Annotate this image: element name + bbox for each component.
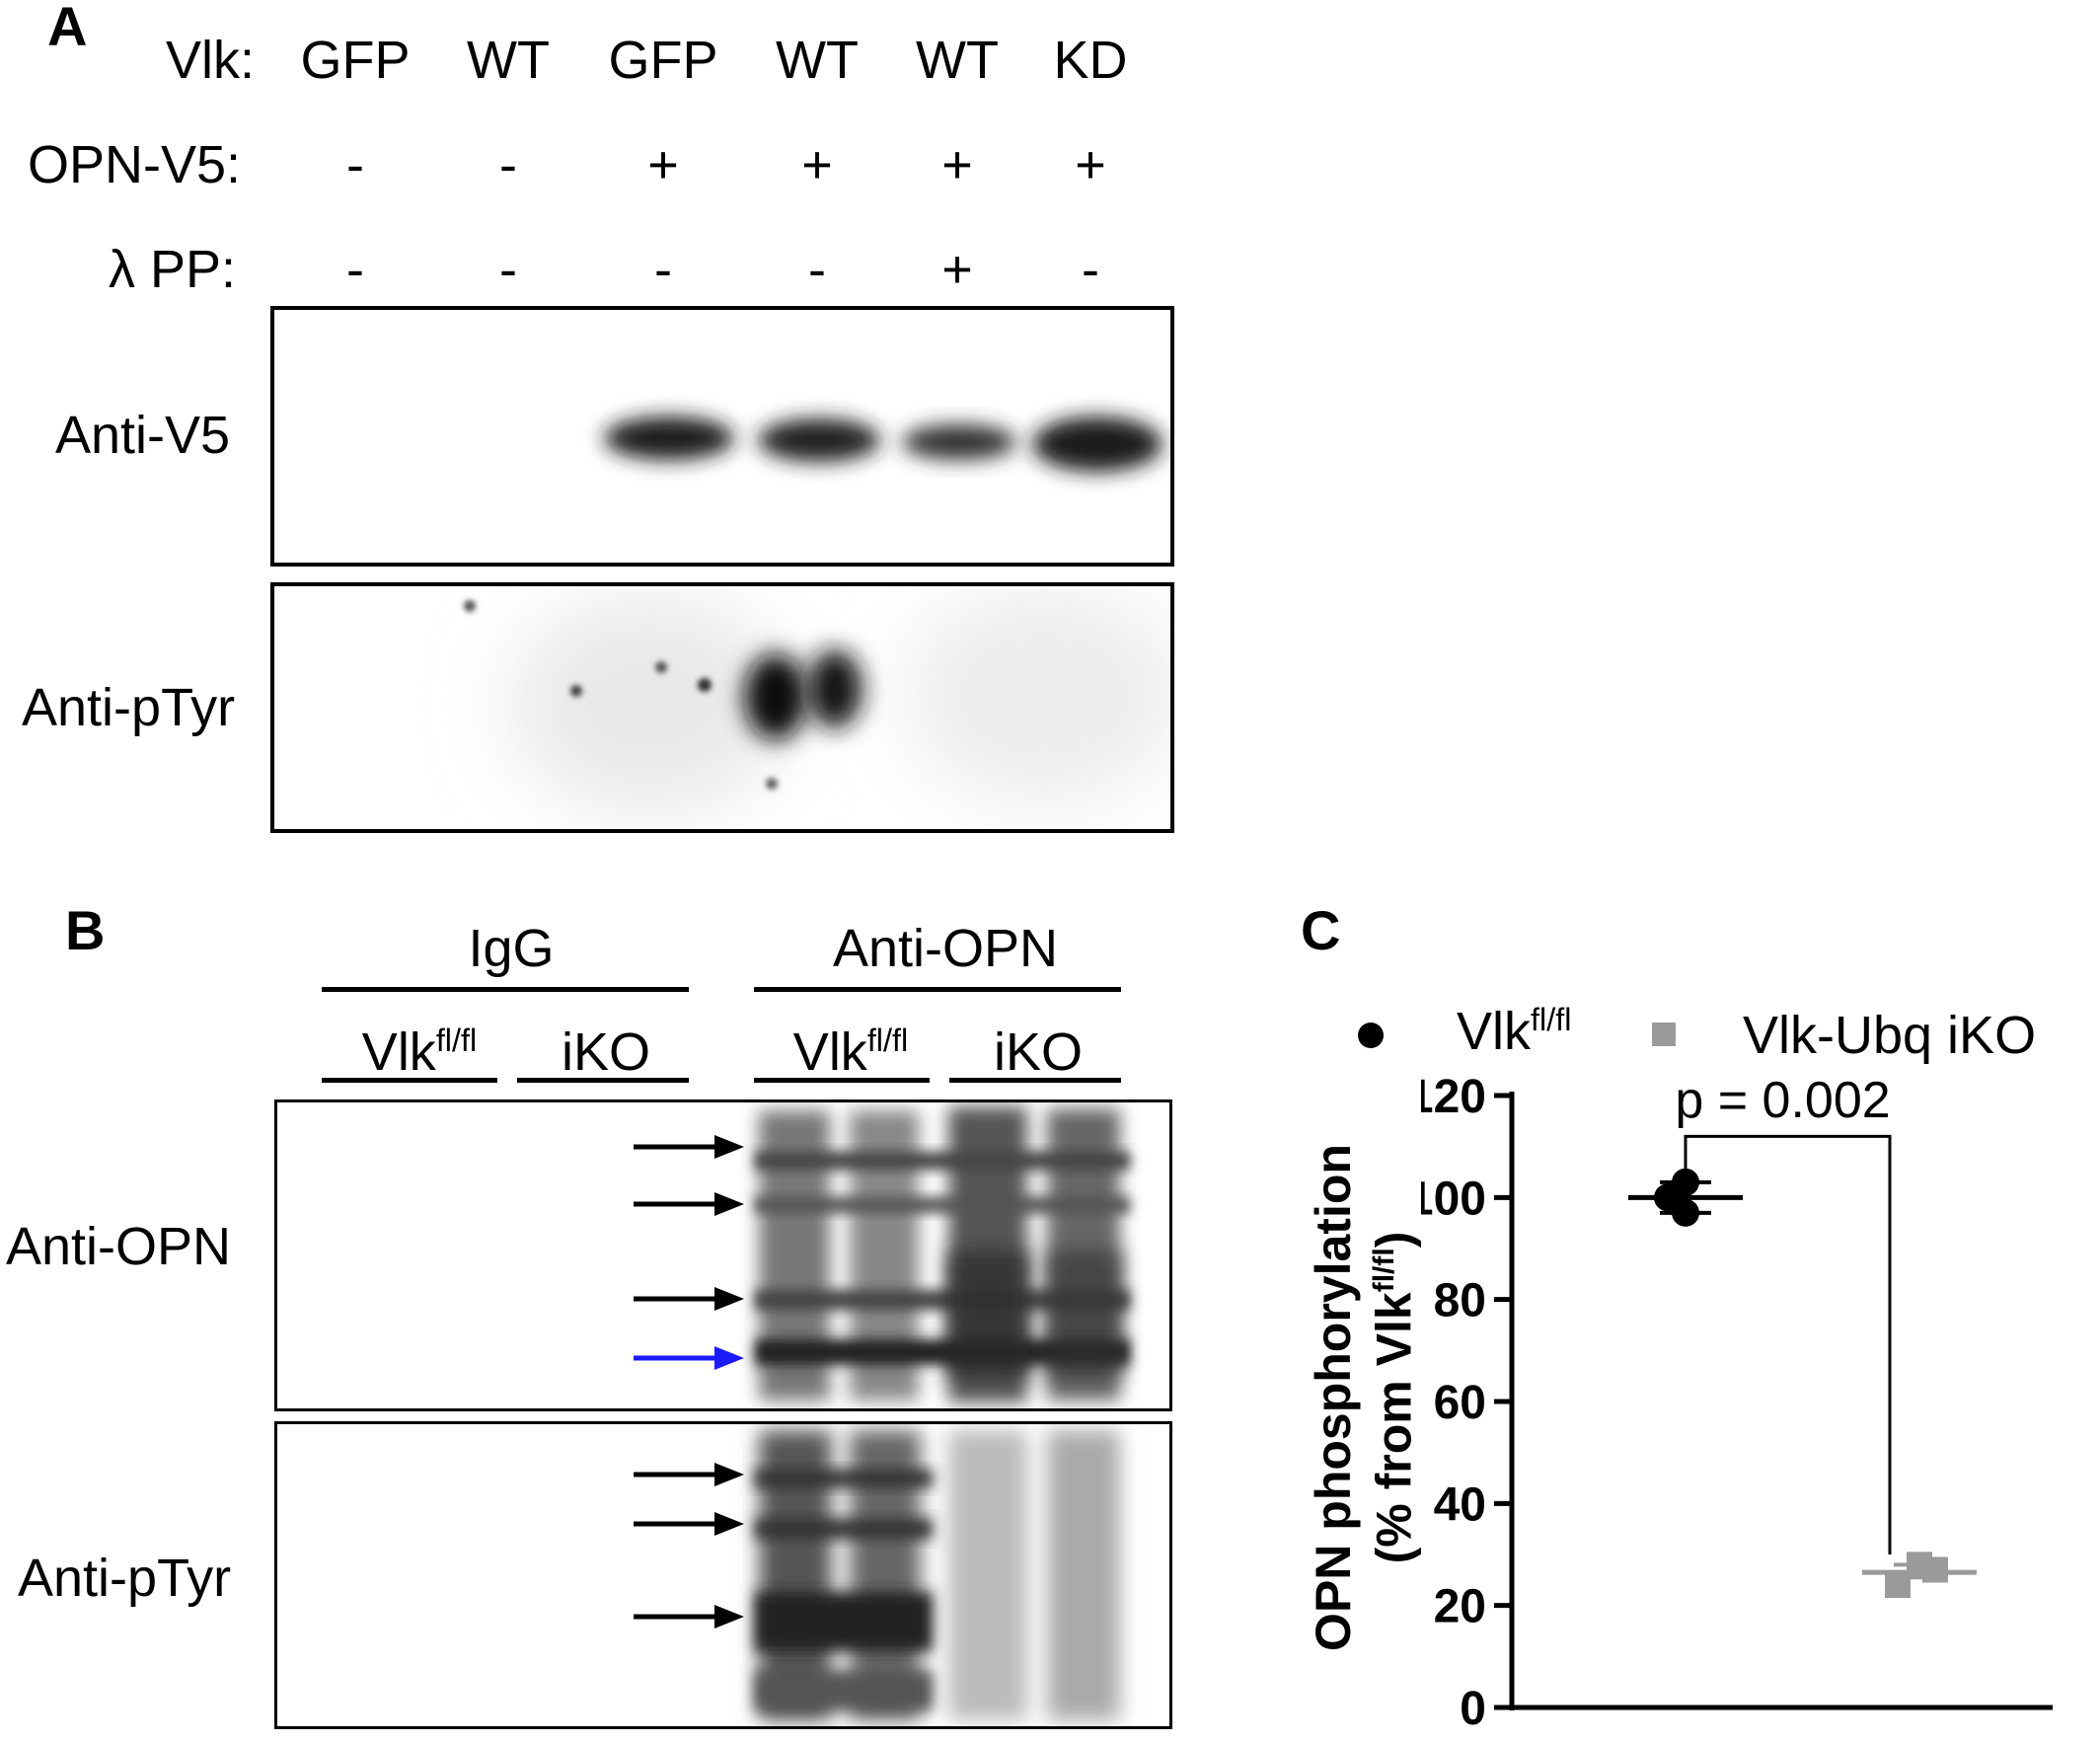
panel-a-letter: A	[47, 0, 88, 57]
band-arrows	[634, 1135, 744, 1629]
band-ptyr-lane4-left	[744, 653, 807, 740]
group-anti-opn-line	[754, 987, 1121, 992]
panel-b-letter: B	[65, 899, 106, 961]
opn-lane-2: -	[499, 135, 517, 194]
p-value-label: p = 0.002	[1675, 1072, 1890, 1129]
arrow-icon	[634, 1512, 744, 1536]
vlk-lane-4: WT	[776, 31, 859, 90]
vlk-lane-3: GFP	[608, 31, 718, 90]
sub-igg-iko-label: iKO	[561, 1023, 651, 1082]
band-v5-lane6	[1032, 417, 1162, 472]
legend-series2-label: Vlk-Ubq iKO	[1743, 1006, 2037, 1065]
band-v5-lane4	[758, 418, 880, 462]
band-v5-lane5	[902, 424, 1016, 460]
sub-line-4	[949, 1078, 1121, 1083]
chart-c: 0 20 40 60 80 100 120 p = 0.002	[1421, 1071, 2053, 1735]
opn-lane-3: +	[647, 135, 679, 194]
group-igg-line	[322, 987, 689, 992]
vlk-lane-6: KD	[1053, 31, 1128, 90]
blot-anti-ptyr-a	[270, 582, 1174, 833]
opn-lane-6: +	[1075, 135, 1106, 194]
legend-series1-label: Vlkfl/fl	[1457, 1002, 1572, 1061]
blot-b-top-label: Anti-OPN	[6, 1217, 232, 1276]
y-tick-label: 60	[1434, 1377, 1486, 1429]
lpp-lane-5: +	[941, 240, 973, 299]
group-igg-label: IgG	[468, 919, 555, 978]
opn-row-label: OPN-V5:	[28, 135, 242, 194]
sub-anti-iko-label: iKO	[993, 1023, 1084, 1082]
y-axis-title: OPN phosphorylation (% from Vlkfl/fl)	[1306, 1144, 1422, 1651]
group-anti-opn-label: Anti-OPN	[832, 919, 1059, 978]
arrow-icon	[634, 1135, 744, 1159]
sub-line-1	[322, 1078, 497, 1083]
y-tick-label: 40	[1434, 1478, 1486, 1531]
opn-lane-4: +	[801, 135, 833, 194]
data-point	[1672, 1168, 1699, 1196]
lpp-lane-1: -	[346, 240, 364, 299]
blot-a-bottom-label: Anti-pTyr	[22, 678, 236, 737]
lpp-row-label: λ PP:	[109, 240, 237, 299]
arrow-icon	[634, 1463, 744, 1486]
y-tick-label: 20	[1434, 1581, 1486, 1633]
significance-bracket	[1684, 1134, 1892, 1554]
data-point	[1922, 1556, 1948, 1583]
blot-anti-v5	[270, 306, 1174, 567]
legend-square-icon	[1652, 1023, 1676, 1046]
y-tick-label: 120	[1421, 1071, 1486, 1123]
blue-arrow-icon	[634, 1346, 744, 1370]
y-tick-label: 80	[1434, 1275, 1486, 1327]
vlk-lane-5: WT	[916, 31, 999, 90]
arrow-icon	[634, 1192, 744, 1216]
blot-a-top-label: Anti-V5	[55, 406, 231, 465]
sub-line-2	[517, 1078, 689, 1083]
opn-lane-1: -	[346, 135, 364, 194]
sub-igg-vlk-label: Vlkfl/fl	[361, 1023, 478, 1082]
blot-b-bottom-label: Anti-pTyr	[18, 1549, 232, 1608]
panel-c-letter: C	[1301, 899, 1341, 961]
blot-anti-opn	[274, 1099, 1172, 1411]
data-point	[1672, 1198, 1699, 1227]
band-ptyr-lane4-right	[807, 649, 862, 728]
data-point	[1885, 1572, 1911, 1598]
y-tick-label: 0	[1460, 1683, 1486, 1735]
sub-line-3	[754, 1078, 930, 1083]
sub-anti-vlk-label: Vlkfl/fl	[792, 1023, 909, 1082]
lpp-lane-2: -	[499, 240, 517, 299]
arrow-icon	[634, 1287, 744, 1311]
lpp-lane-3: -	[654, 240, 672, 299]
legend-circle-icon	[1358, 1023, 1384, 1048]
vlk-lane-1: GFP	[300, 31, 411, 90]
lpp-lane-6: -	[1082, 240, 1099, 299]
vlk-row-label: Vlk:	[166, 31, 256, 90]
band-v5-lane3	[604, 417, 734, 460]
opn-lane-5: +	[941, 135, 973, 194]
y-tick-label: 100	[1421, 1173, 1486, 1225]
lpp-lane-4: -	[808, 240, 826, 299]
vlk-lane-2: WT	[467, 31, 550, 90]
arrow-icon	[634, 1605, 744, 1629]
